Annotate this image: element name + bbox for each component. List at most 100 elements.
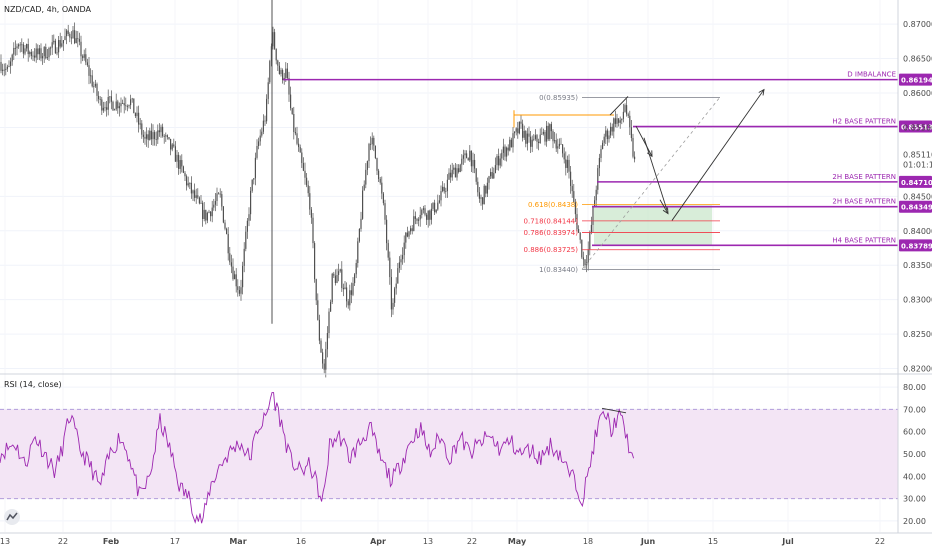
rsi-tick-label: 30.00 xyxy=(903,495,926,504)
candle-body xyxy=(462,155,464,159)
candle-body xyxy=(206,212,208,221)
candle-body xyxy=(443,186,445,192)
candle-body xyxy=(259,135,261,142)
double-top-line[interactable] xyxy=(609,96,629,116)
candle-body xyxy=(54,40,56,54)
candle-body xyxy=(157,130,159,140)
candle-body xyxy=(347,301,349,306)
candle-body xyxy=(24,48,26,54)
time-tick-label: 17 xyxy=(170,537,180,546)
candle-body xyxy=(42,56,44,59)
rsi-tick-label: 40.00 xyxy=(903,472,926,481)
rsi-tick-label: 60.00 xyxy=(903,428,926,437)
candle-body xyxy=(373,137,375,146)
candle-body xyxy=(448,172,450,180)
candle-body xyxy=(141,123,143,135)
candle-body xyxy=(186,176,188,186)
projection-arrow-up-head xyxy=(758,88,765,96)
candle-body xyxy=(200,202,202,204)
time-tick-label: Jul xyxy=(781,537,794,546)
time-tick-label: 13 xyxy=(0,537,10,546)
candle-body xyxy=(453,167,455,170)
candle-body xyxy=(72,30,74,39)
projection-arrow-2[interactable] xyxy=(659,199,669,214)
candle-body xyxy=(205,209,207,221)
candle-body xyxy=(402,255,404,260)
candle-body xyxy=(232,266,234,280)
candle-body xyxy=(608,135,610,140)
candle-body xyxy=(282,70,284,81)
candle-body xyxy=(454,167,456,178)
candle-body xyxy=(546,125,548,142)
candle-body xyxy=(45,46,47,59)
candle-body xyxy=(440,191,442,201)
candle-body xyxy=(605,130,607,137)
candle-body xyxy=(450,172,452,178)
projection-drop-line[interactable] xyxy=(643,137,668,211)
rsi-band-fill xyxy=(0,409,898,499)
candle-body xyxy=(488,176,490,183)
candle-body xyxy=(491,172,493,179)
candle-body xyxy=(224,222,226,229)
candle-body xyxy=(406,232,408,237)
fib-trend-line xyxy=(581,96,721,270)
candle-body xyxy=(555,140,557,149)
candle-body xyxy=(216,193,218,201)
candle-body xyxy=(549,124,551,140)
level-price-tag xyxy=(899,73,932,86)
candle-body xyxy=(531,139,533,147)
candle-body xyxy=(582,257,584,260)
candle-body xyxy=(112,101,114,111)
candle-body xyxy=(104,107,106,109)
candle-body xyxy=(322,352,324,364)
level-price-value: 0.86194 xyxy=(901,77,932,85)
candle-body xyxy=(43,46,45,57)
candle-body xyxy=(75,38,77,44)
projection-arrow-1[interactable] xyxy=(635,125,653,157)
candle-body xyxy=(458,168,460,173)
fibonacci-retracement[interactable]: 0(0.85935) 0.618(0.8438) 0.718(0.84144) 0.7… xyxy=(524,94,721,274)
candle-body xyxy=(160,126,162,133)
candle-body xyxy=(181,160,183,167)
candle-body xyxy=(78,39,80,42)
projection-arrow-up[interactable] xyxy=(671,89,765,221)
candle-body xyxy=(267,82,269,99)
candle-body xyxy=(339,269,341,272)
fib-level-label: 0.718(0.84144) xyxy=(524,217,579,225)
candle-body xyxy=(395,283,397,289)
candle-body xyxy=(403,242,405,256)
candle-body xyxy=(312,217,314,244)
candle-body xyxy=(381,182,383,194)
candle-body xyxy=(595,189,597,201)
candle-body xyxy=(624,105,626,112)
candle-body xyxy=(171,144,173,150)
candle-body xyxy=(368,143,370,162)
tradingview-logo[interactable] xyxy=(4,509,20,525)
support-resistance-levels[interactable]: D IMBALANCE 0.86194 H2 BASE PATTERN 0.85513… xyxy=(283,71,932,252)
candle-body xyxy=(150,130,152,140)
candle-body xyxy=(480,197,482,199)
candle-body xyxy=(446,179,448,192)
candle-body xyxy=(498,156,500,166)
candle-body xyxy=(485,185,487,194)
candle-body xyxy=(570,171,572,186)
rsi-tick-label: 50.00 xyxy=(903,450,926,459)
candle-body xyxy=(494,165,496,174)
candle-body xyxy=(277,60,279,66)
trend-drawings[interactable] xyxy=(513,88,765,221)
candle-body xyxy=(278,65,280,74)
candle-body xyxy=(226,228,228,234)
candle-body xyxy=(245,231,247,249)
candle-body xyxy=(483,185,485,205)
candle-body xyxy=(5,68,7,71)
candle-body xyxy=(354,274,356,284)
candle-body xyxy=(584,259,586,266)
candle-body xyxy=(110,96,112,102)
candle-body xyxy=(243,248,245,266)
candle-body xyxy=(574,202,576,215)
candle-body xyxy=(179,160,181,169)
candle-body xyxy=(568,159,570,172)
